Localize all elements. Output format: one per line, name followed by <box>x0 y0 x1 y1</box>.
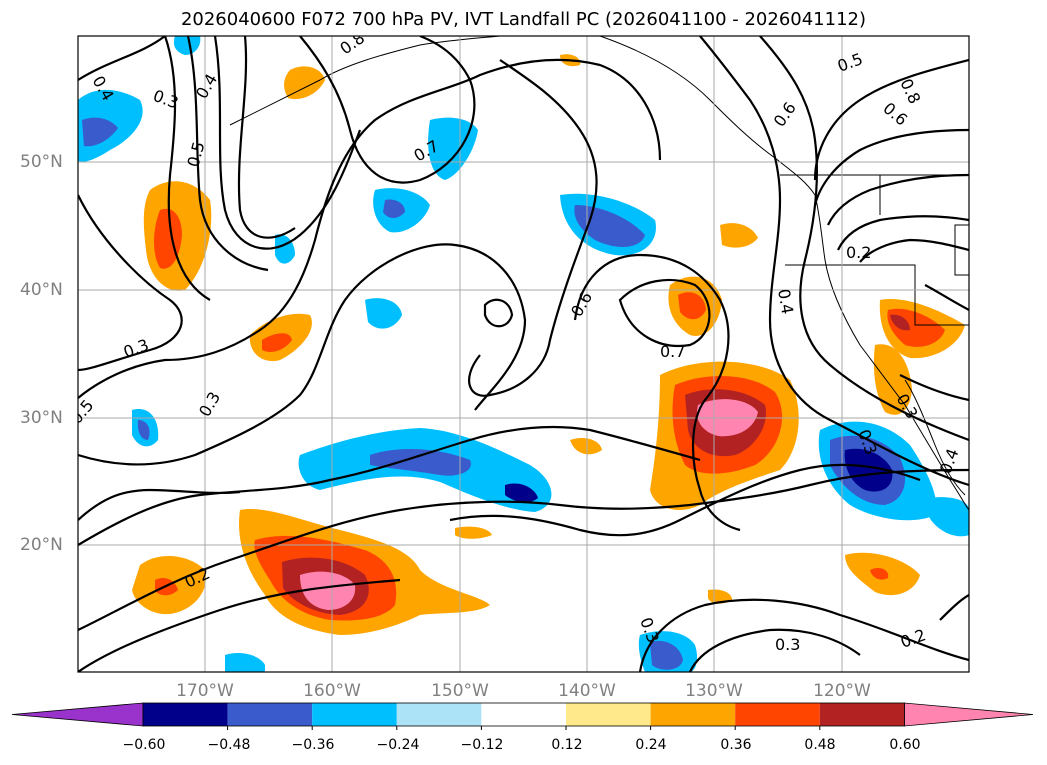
colorbar-tick-label: 0.60 <box>889 737 921 753</box>
lon-label: 150°W <box>431 681 489 701</box>
coastlines <box>229 36 969 511</box>
map-title: 2026040600 F072 700 hPa PV, IVT Landfall… <box>180 9 867 30</box>
colorbar-tick-label: −0.60 <box>122 737 166 753</box>
lat-label: 20°N <box>20 535 63 555</box>
colorbar <box>11 702 1034 730</box>
contour-label: 0.7 <box>660 342 685 361</box>
colorbar-outline <box>142 702 905 727</box>
colorbar-tick-label: −0.36 <box>291 737 335 753</box>
colorbar-swatch <box>650 703 736 726</box>
colorbar-extend-min <box>11 702 144 727</box>
contour-label: 0.2 <box>846 243 871 262</box>
lat-label: 40°N <box>20 280 63 300</box>
colorbar-tick-label: 0.12 <box>551 737 583 753</box>
colorbar-tick-label: −0.12 <box>460 737 504 753</box>
colorbar-tick-label: 0.24 <box>635 737 667 753</box>
colorbar-swatch <box>227 703 313 726</box>
colorbar-tick-label: 0.36 <box>720 737 752 753</box>
lon-label: 120°W <box>813 681 871 701</box>
lon-label: 170°W <box>176 681 234 701</box>
contour-label: 0.3 <box>775 635 800 654</box>
colorbar-tick-label: −0.48 <box>207 737 251 753</box>
map-border <box>77 35 970 673</box>
lat-label: 30°N <box>20 408 63 428</box>
ivt-contours <box>78 36 969 672</box>
contour-label: 0.4 <box>774 287 797 315</box>
colorbar-swatch <box>566 703 651 726</box>
colorbar-swatch <box>396 703 482 726</box>
colorbar-swatch <box>735 703 820 726</box>
colorbar-swatch <box>312 703 397 726</box>
lon-label: 130°W <box>685 681 743 701</box>
colorbar-swatch <box>819 703 905 726</box>
colorbar-extend-max <box>904 702 1034 727</box>
colorbar-swatch <box>143 703 228 726</box>
negative-anomaly-fills <box>78 36 969 672</box>
colorbar-swatch <box>481 703 566 726</box>
lon-label: 140°W <box>558 681 616 701</box>
lon-label: 160°W <box>303 681 361 701</box>
colorbar-tick-label: 0.48 <box>804 737 836 753</box>
lat-label: 50°N <box>20 152 63 172</box>
colorbar-tick-label: −0.24 <box>376 737 420 753</box>
